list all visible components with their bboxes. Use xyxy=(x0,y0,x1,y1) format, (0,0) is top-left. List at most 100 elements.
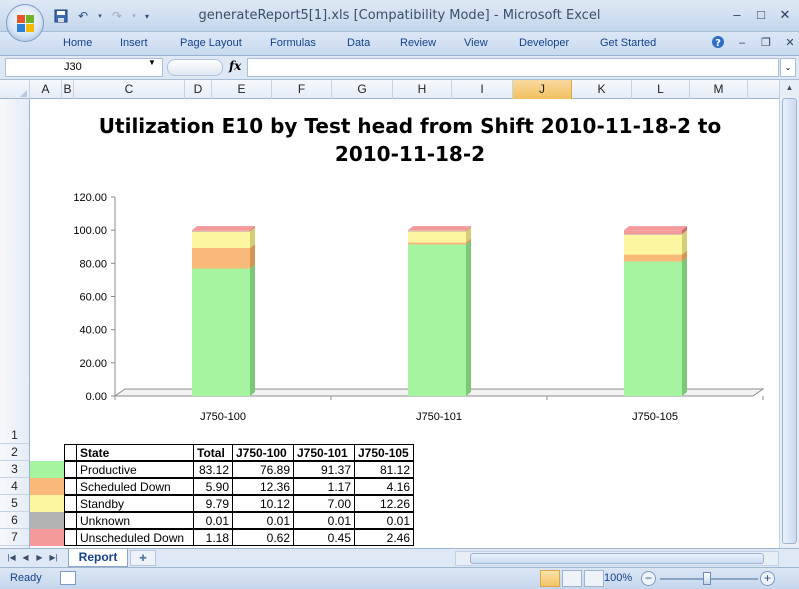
redo-icon[interactable]: ↷ xyxy=(111,9,123,23)
table-value-cell[interactable]: 4.16 xyxy=(354,478,414,495)
table-value-cell[interactable]: 5.90 xyxy=(193,478,233,495)
table-value-cell[interactable]: 0.01 xyxy=(354,512,414,529)
tab-insert[interactable]: Insert xyxy=(120,37,148,49)
office-button[interactable] xyxy=(6,4,44,42)
table-header[interactable]: J750-101 xyxy=(293,444,355,461)
horizontal-scrollbar[interactable] xyxy=(455,551,779,566)
tab-view[interactable]: View xyxy=(464,37,488,49)
table-value-cell[interactable]: 1.18 xyxy=(193,529,233,546)
normal-view-button[interactable] xyxy=(540,570,560,587)
table-value-cell[interactable]: 91.37 xyxy=(293,461,355,478)
table-state-label[interactable]: Standby xyxy=(76,495,194,512)
column-header-f[interactable]: F xyxy=(272,80,332,99)
table-value-cell[interactable]: 12.26 xyxy=(354,495,414,512)
row-header-7[interactable]: 7 xyxy=(0,529,29,546)
column-header-d[interactable]: D xyxy=(185,80,212,99)
table-value-cell[interactable]: 0.01 xyxy=(193,512,233,529)
table-value-cell[interactable]: 76.89 xyxy=(232,461,294,478)
row-header-5[interactable]: 5 xyxy=(0,495,29,512)
table-header[interactable]: J750-105 xyxy=(354,444,414,461)
tab-developer[interactable]: Developer xyxy=(519,37,570,49)
row-header-4[interactable]: 4 xyxy=(0,478,29,495)
maximize-button[interactable]: □ xyxy=(757,7,765,22)
table-value-cell[interactable]: 1.17 xyxy=(293,478,355,495)
table-value-cell[interactable]: 10.12 xyxy=(232,495,294,512)
column-header-b[interactable]: B xyxy=(62,80,74,99)
tab-data[interactable]: Data xyxy=(347,37,371,49)
tab-review[interactable]: Review xyxy=(400,37,437,49)
zoom-out-button[interactable]: − xyxy=(641,571,656,586)
table-value-cell[interactable]: 83.12 xyxy=(193,461,233,478)
select-all-button[interactable] xyxy=(0,80,30,99)
vertical-scroll-thumb[interactable] xyxy=(782,98,797,544)
next-sheet-icon[interactable]: ▶ xyxy=(36,553,43,562)
table-value-cell[interactable]: 2.46 xyxy=(354,529,414,546)
table-value-cell[interactable]: 0.01 xyxy=(293,512,355,529)
prev-sheet-icon[interactable]: ◀ xyxy=(22,553,29,562)
table-value-cell[interactable]: 81.12 xyxy=(354,461,414,478)
page-break-view-button[interactable] xyxy=(584,570,604,587)
table-header[interactable]: J750-100 xyxy=(232,444,294,461)
vertical-scrollbar[interactable]: ▲ xyxy=(779,80,799,548)
row-header-1[interactable]: 1 xyxy=(0,427,29,444)
table-value-cell[interactable]: 0.01 xyxy=(232,512,294,529)
workbook-restore-button[interactable]: ❐ xyxy=(761,37,771,49)
undo-dropdown-icon[interactable]: ▾ xyxy=(98,13,102,20)
formula-input[interactable] xyxy=(247,58,779,77)
table-value-cell[interactable]: 0.45 xyxy=(293,529,355,546)
tab-get-started[interactable]: Get Started xyxy=(600,37,657,49)
name-box-dropdown-icon[interactable]: ▼ xyxy=(148,58,156,67)
table-state-label[interactable]: Scheduled Down xyxy=(76,478,194,495)
expand-formula-bar-icon[interactable]: ⌄ xyxy=(780,58,796,77)
close-button[interactable]: ✕ xyxy=(779,7,791,22)
column-header-g[interactable]: G xyxy=(332,80,393,99)
customize-toolbar-icon[interactable]: ▾ xyxy=(144,11,149,21)
last-sheet-icon[interactable]: ▶| xyxy=(49,553,58,562)
zoom-level[interactable]: 100% xyxy=(604,572,633,584)
zoom-in-button[interactable]: + xyxy=(760,571,775,586)
table-header[interactable]: Total xyxy=(193,444,233,461)
table-value-cell[interactable]: 7.00 xyxy=(293,495,355,512)
redo-dropdown-icon[interactable]: ▾ xyxy=(132,13,136,20)
column-header-j[interactable]: J xyxy=(513,80,572,99)
tab-formulas[interactable]: Formulas xyxy=(270,37,316,49)
insert-function-icon[interactable]: fx xyxy=(229,59,242,73)
tab-home[interactable]: Home xyxy=(63,37,93,49)
column-header-h[interactable]: H xyxy=(393,80,452,99)
row-header-2[interactable]: 2 xyxy=(0,444,29,461)
minimize-button[interactable]: – xyxy=(733,7,741,22)
save-icon[interactable] xyxy=(52,7,70,25)
table-state-label[interactable]: Productive xyxy=(76,461,194,478)
tab-page-layout[interactable]: Page Layout xyxy=(180,37,242,49)
name-box[interactable]: J30 xyxy=(5,58,163,77)
stacked-bar-chart[interactable]: Utilization E10 by Test head from Shift … xyxy=(30,99,779,434)
table-state-label[interactable]: Unscheduled Down xyxy=(76,529,194,546)
undo-icon[interactable]: ↶ xyxy=(77,9,89,23)
row-header-6[interactable]: 6 xyxy=(0,512,29,529)
table-value-cell[interactable]: 9.79 xyxy=(193,495,233,512)
worksheet-grid[interactable]: Utilization E10 by Test head from Shift … xyxy=(30,99,779,548)
state-color-swatch[interactable] xyxy=(30,495,64,512)
column-header-k[interactable]: K xyxy=(572,80,632,99)
column-header-i[interactable]: I xyxy=(452,80,513,99)
column-header-c[interactable]: C xyxy=(74,80,185,99)
state-color-swatch[interactable] xyxy=(30,529,64,546)
table-header-state[interactable]: State xyxy=(76,444,194,461)
formula-bar-resize-handle[interactable] xyxy=(167,59,223,76)
zoom-slider-thumb[interactable] xyxy=(703,572,711,585)
column-header-a[interactable]: A xyxy=(30,80,62,99)
column-header-m[interactable]: M xyxy=(690,80,748,99)
scroll-up-icon[interactable]: ▲ xyxy=(785,83,794,92)
record-macro-icon[interactable] xyxy=(60,571,76,585)
column-header-l[interactable]: L xyxy=(632,80,690,99)
state-color-swatch[interactable] xyxy=(30,512,64,529)
state-color-swatch[interactable] xyxy=(30,461,64,478)
column-header-e[interactable]: E xyxy=(212,80,272,99)
help-icon[interactable]: ? xyxy=(709,35,727,51)
table-value-cell[interactable]: 12.36 xyxy=(232,478,294,495)
workbook-close-button[interactable]: ✕ xyxy=(785,37,795,49)
first-sheet-icon[interactable]: |◀ xyxy=(7,553,16,562)
insert-sheet-icon[interactable]: ✚ xyxy=(130,550,156,566)
horizontal-scroll-thumb[interactable] xyxy=(470,553,764,564)
row-header-3[interactable]: 3 xyxy=(0,461,29,478)
